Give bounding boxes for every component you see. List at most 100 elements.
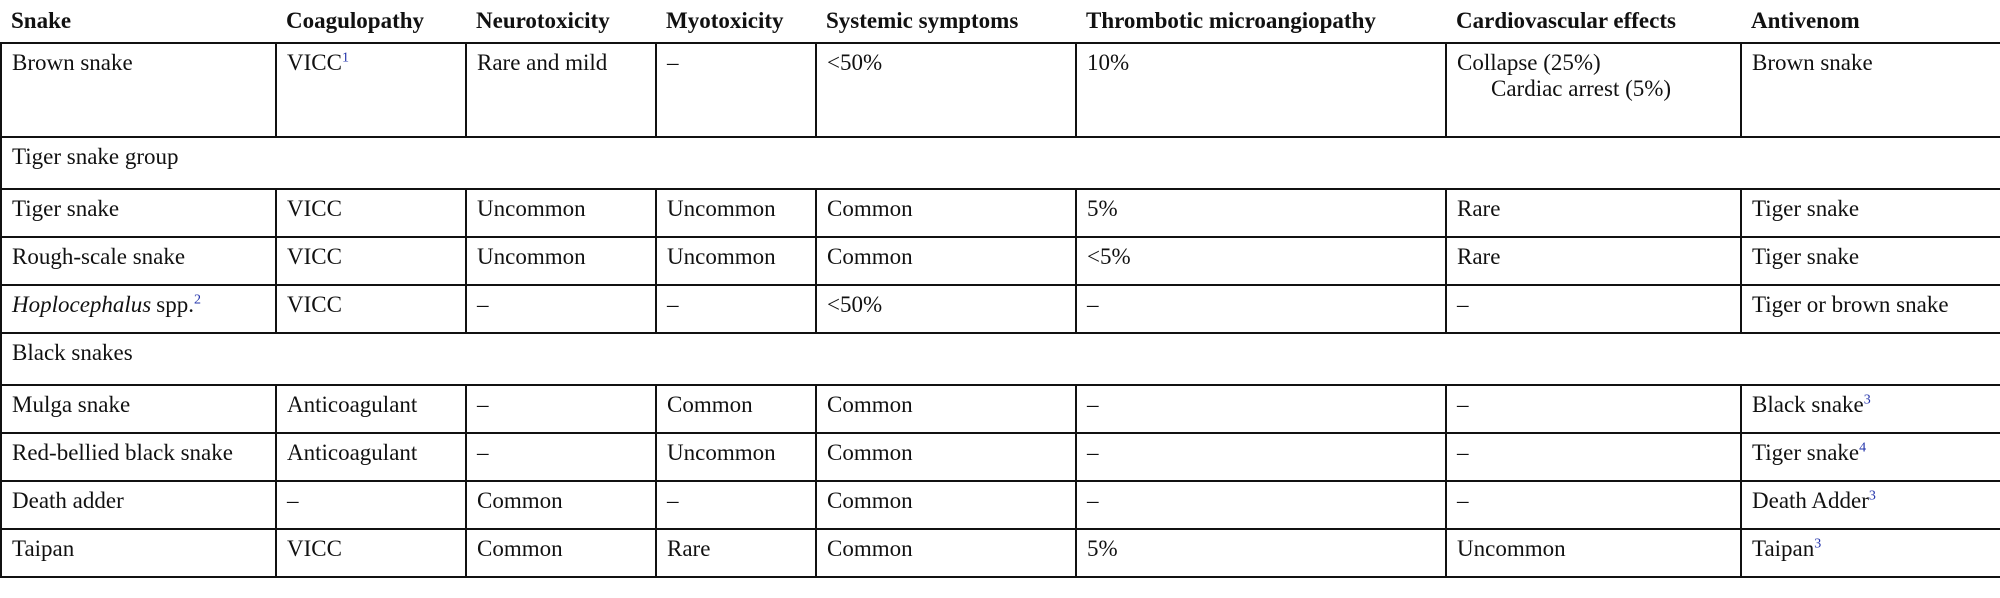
cell: – [465,432,657,482]
cell: Tiger snake4 [1740,432,2000,482]
cell: VICC [275,236,467,286]
cell: <50% [815,42,1077,138]
cell: Common [815,384,1077,434]
footnote-ref: 3 [1814,536,1822,552]
table-row: Death adder – Common – Common – – Death Adder3 [0,480,2000,530]
table-row: Mulga snake Anticoagulant – Common Common – – B… [0,384,2000,434]
footnote-ref: 4 [1859,440,1867,456]
cell-italic: Hoplocephalus [12,292,152,317]
cell: – [655,284,817,334]
cell: Taipan [0,528,277,578]
header-row: Snake Coagulopathy Neurotoxicity Myotoxicit… [1,2,2000,44]
cell: – [275,480,467,530]
cell: Tiger or brown snake [1740,284,2000,334]
header-cell: Myotoxicity [656,2,816,44]
table-row: Hoplocephalus spp.2 VICC – – <50% – – Tiger or b… [0,284,2000,334]
cell: Common [655,384,817,434]
cell: – [1075,384,1447,434]
footnote-ref: 2 [193,292,201,308]
cell: Uncommon [655,236,817,286]
cell-text: Tiger snake [1752,440,1860,465]
footnote-ref: 3 [1863,392,1871,408]
table-header: Snake Coagulopathy Neurotoxicity Myotoxicit… [1,2,2000,44]
cell: Rough-scale snake [0,236,277,286]
cell: 5% [1075,528,1447,578]
cell: Tiger snake [1740,188,2000,238]
table-row: Red-bellied black snake Anticoagulant – Unc… [0,432,2000,482]
cell-text: Death Adder [1752,488,1869,513]
table-body: Brown snake VICC1 Rare and mild – <50% 10% Col… [0,42,2000,578]
cell: – [1445,284,1742,334]
cell: Brown snake [0,42,277,138]
cell: Rare and mild [465,42,657,138]
cell: – [1075,432,1447,482]
cell: – [1445,384,1742,434]
cell: Rare [1445,236,1742,286]
cell: Uncommon [655,188,817,238]
header-cell: Snake [1,2,276,44]
cell: Common [465,528,657,578]
header-cell: Systemic symptoms [816,2,1076,44]
cell: – [1445,480,1742,530]
cell: Uncommon [465,188,657,238]
cell-text: Black snake [1752,392,1864,417]
cell: Common [815,480,1077,530]
cell: Death Adder3 [1740,480,2000,530]
cell: <5% [1075,236,1447,286]
cell: Collapse (25%) Cardiac arrest (5%) [1445,42,1742,138]
cell: 5% [1075,188,1447,238]
cell-text: Taipan [1752,536,1815,561]
cell: Common [815,432,1077,482]
cell: Anticoagulant [275,432,467,482]
table-row: Black snakes [0,332,2000,386]
group-cell: Tiger snake group [0,136,2000,190]
footnote-ref: 1 [341,50,349,66]
cell: Uncommon [655,432,817,482]
cell: Mulga snake [0,384,277,434]
cell: Common [815,236,1077,286]
cell: Common [815,528,1077,578]
cell: Death adder [0,480,277,530]
cell-line: Collapse (25%) [1457,50,1601,75]
cell: 10% [1075,42,1447,138]
cell: <50% [815,284,1077,334]
footnote-ref: 3 [1868,488,1876,504]
cell: VICC1 [275,42,467,138]
cell: Common [465,480,657,530]
cell: Taipan3 [1740,528,2000,578]
cell: VICC [275,188,467,238]
table-row: Tiger snake VICC Uncommon Uncommon Common 5% R… [0,188,2000,238]
cell: Common [815,188,1077,238]
cell: VICC [275,284,467,334]
header-cell: Cardiovascular effects [1446,2,1741,44]
cell: – [1075,284,1447,334]
cell-line: Cardiac arrest (5%) [1491,76,1672,101]
cell: Tiger snake [1740,236,2000,286]
cell-text: VICC [287,50,342,75]
cell: Brown snake [1740,42,2000,138]
cell: Rare [655,528,817,578]
cell: Black snake3 [1740,384,2000,434]
cell: Red-bellied black snake [0,432,277,482]
cell: – [655,480,817,530]
cell: Hoplocephalus spp.2 [0,284,277,334]
snake-table: Snake Coagulopathy Neurotoxicity Myotoxicit… [0,2,2000,578]
table-row: Tiger snake group [0,136,2000,190]
cell: Rare [1445,188,1742,238]
header-cell: Thrombotic microangiopathy [1076,2,1446,44]
cell: – [1445,432,1742,482]
cell: Tiger snake [0,188,277,238]
table-row: Taipan VICC Common Rare Common 5% Uncommon Taip… [0,528,2000,578]
cell: VICC [275,528,467,578]
cell: – [655,42,817,138]
header-cell: Antivenom [1741,2,2000,44]
group-cell: Black snakes [0,332,2000,386]
cell: Anticoagulant [275,384,467,434]
cell: Uncommon [465,236,657,286]
table-row: Rough-scale snake VICC Uncommon Uncommon Com… [0,236,2000,286]
cell: Uncommon [1445,528,1742,578]
cell-text: spp. [156,292,194,317]
cell: – [1075,480,1447,530]
header-cell: Coagulopathy [276,2,466,44]
